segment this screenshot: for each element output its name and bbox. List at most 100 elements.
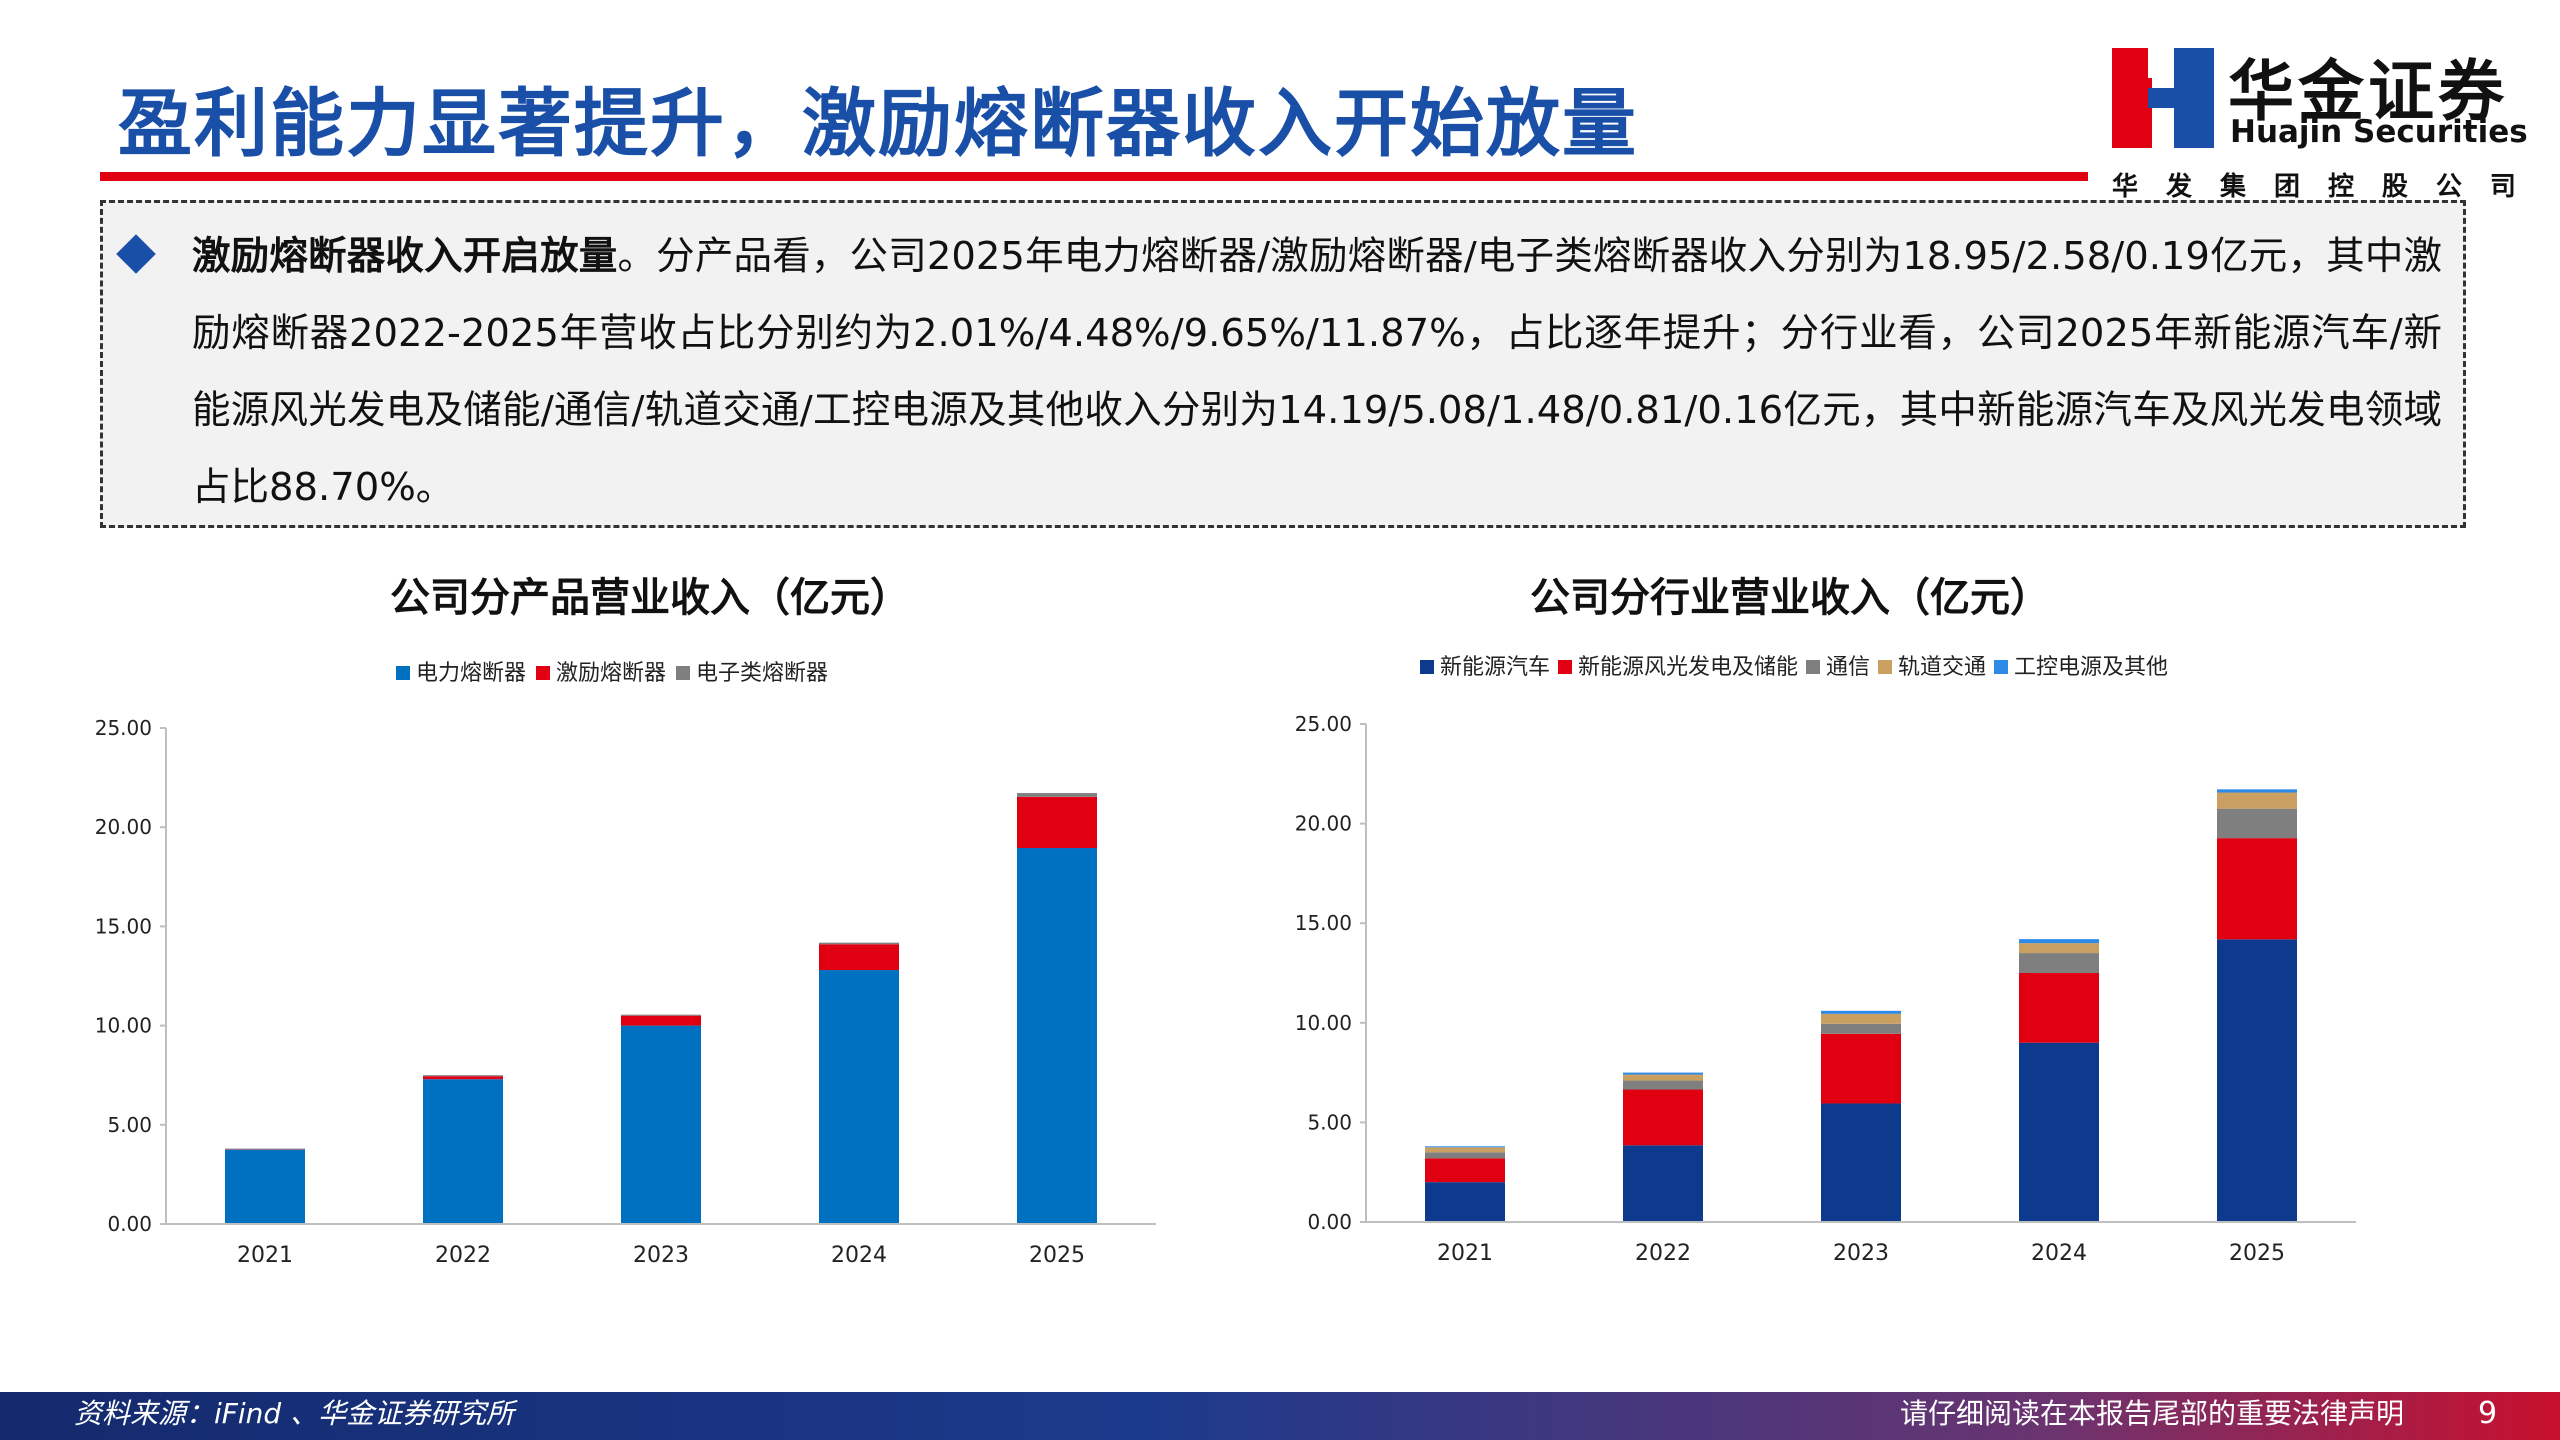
bar-segment bbox=[2019, 943, 2099, 954]
bar-segment bbox=[2217, 789, 2297, 793]
disclaimer-note: 请仔细阅读在本报告尾部的重要法律声明 bbox=[1900, 1397, 2405, 1430]
bar-segment bbox=[2019, 1042, 2099, 1222]
summary-callout bbox=[100, 200, 2466, 528]
legend-swatch bbox=[1806, 660, 1820, 674]
logo-group-char: 发 bbox=[2165, 172, 2192, 202]
bar-segment bbox=[2217, 792, 2297, 809]
y-tick-label: 20.00 bbox=[95, 815, 152, 839]
bar-segment bbox=[1017, 848, 1097, 1224]
bar-segment bbox=[1425, 1147, 1505, 1153]
logo-name-en: Huajin Securities bbox=[2230, 114, 2528, 150]
bar-segment bbox=[621, 1015, 701, 1026]
bar-segment bbox=[423, 1079, 503, 1224]
legend-label: 工控电源及其他 bbox=[2014, 655, 2168, 680]
bar-segment bbox=[1425, 1158, 1505, 1183]
logo-group-char: 团 bbox=[2273, 172, 2300, 202]
bar-segment bbox=[2019, 939, 2099, 944]
legend-label: 轨道交通 bbox=[1898, 655, 1986, 680]
x-tick-label: 2022 bbox=[435, 1243, 491, 1268]
bar-segment bbox=[819, 942, 899, 945]
legend-swatch bbox=[1878, 660, 1892, 674]
source-note: 资料来源：iFind 、华金证券研究所 bbox=[74, 1397, 515, 1430]
y-tick-label: 0.00 bbox=[107, 1212, 152, 1236]
bar-segment bbox=[2019, 953, 2099, 973]
y-tick-label: 10.00 bbox=[1295, 1011, 1352, 1035]
bar-segment bbox=[1821, 1013, 1901, 1024]
bar-segment bbox=[1623, 1074, 1703, 1081]
legend-label: 电子类熔断器 bbox=[696, 661, 828, 686]
bar-segment bbox=[819, 944, 899, 971]
logo-group-char: 集 bbox=[2219, 172, 2246, 202]
y-tick-label: 0.00 bbox=[1307, 1210, 1352, 1234]
bar-segment bbox=[1821, 1023, 1901, 1034]
bar-segment bbox=[621, 1014, 701, 1016]
bar-segment bbox=[423, 1075, 503, 1077]
legend-swatch bbox=[396, 666, 410, 680]
bar-segment bbox=[1623, 1145, 1703, 1222]
x-tick-label: 2021 bbox=[1437, 1241, 1493, 1266]
logo-name-cn: 华金证券 bbox=[2228, 53, 2508, 130]
y-tick-label: 10.00 bbox=[95, 1014, 152, 1038]
logo-group-char: 司 bbox=[2489, 172, 2516, 202]
legend-swatch bbox=[676, 666, 690, 680]
x-tick-label: 2024 bbox=[831, 1243, 887, 1268]
legend-swatch bbox=[1994, 660, 2008, 674]
huajin-logo-icon bbox=[2112, 48, 2214, 148]
x-tick-label: 2025 bbox=[2229, 1241, 2285, 1266]
y-tick-label: 15.00 bbox=[1295, 911, 1352, 935]
x-tick-label: 2023 bbox=[1833, 1241, 1889, 1266]
legend-label: 通信 bbox=[1826, 655, 1870, 680]
bar-segment bbox=[819, 970, 899, 1224]
product-chart-title: 公司分产品营业收入（亿元） bbox=[390, 575, 910, 621]
bar-segment bbox=[2217, 808, 2297, 839]
bar-segment bbox=[1425, 1152, 1505, 1159]
bar-segment bbox=[2019, 973, 2099, 1043]
bar-segment bbox=[2217, 838, 2297, 940]
industry-revenue-chart: 新能源汽车 新能源风光发电及储能 通信 轨道交通 工控电源及其他 0.00 5.00 10.0… bbox=[1295, 655, 2356, 1266]
x-tick-label: 2024 bbox=[2031, 1241, 2087, 1266]
y-tick-label: 5.00 bbox=[107, 1113, 152, 1137]
bar-segment bbox=[1623, 1089, 1703, 1146]
x-tick-label: 2021 bbox=[237, 1243, 293, 1268]
y-tick-label: 20.00 bbox=[1295, 812, 1352, 836]
bar-segment bbox=[1425, 1182, 1505, 1222]
industry-chart-title: 公司分行业营业收入（亿元） bbox=[1530, 575, 2050, 621]
bar-segment bbox=[1821, 1103, 1901, 1222]
bar-segment bbox=[1623, 1080, 1703, 1090]
x-tick-label: 2025 bbox=[1029, 1243, 1085, 1268]
bar-segment bbox=[2217, 939, 2297, 1222]
bar-segment bbox=[1821, 1010, 1901, 1014]
logo-group-char: 华 bbox=[2112, 172, 2139, 202]
bar-segment bbox=[423, 1076, 503, 1080]
legend-label: 新能源汽车 bbox=[1440, 655, 1550, 680]
page-number: 9 bbox=[2478, 1396, 2498, 1431]
logo-group-name: 华 发 集 团 控 股 公 司 bbox=[2112, 166, 2516, 203]
y-tick-label: 25.00 bbox=[1295, 712, 1352, 736]
y-tick-label: 15.00 bbox=[95, 914, 152, 938]
logo-group-char: 公 bbox=[2435, 172, 2462, 202]
legend-swatch bbox=[1420, 660, 1434, 674]
x-tick-label: 2023 bbox=[633, 1243, 689, 1268]
y-tick-label: 5.00 bbox=[1307, 1110, 1352, 1134]
bar-segment bbox=[1017, 793, 1097, 797]
summary-text: 激励熔断器收入开启放量。分产品看，公司2025年电力熔断器/激励熔断器/电子类熔… bbox=[192, 218, 2442, 526]
legend-swatch bbox=[536, 666, 550, 680]
bar-segment bbox=[1623, 1072, 1703, 1075]
y-tick-label: 25.00 bbox=[95, 716, 152, 740]
product-revenue-chart: 电力熔断器 激励熔断器 电子类熔断器 0.00 5.00 10.00 15.00 20.00 2… bbox=[95, 661, 1156, 1268]
bar-segment bbox=[1821, 1033, 1901, 1104]
footer-bar bbox=[0, 1392, 2560, 1440]
title-divider bbox=[100, 172, 2088, 181]
bar-segment bbox=[225, 1148, 305, 1150]
page-title: 盈利能力显著提升，激励熔断器收入开始放量 bbox=[118, 81, 1638, 167]
bar-segment bbox=[621, 1025, 701, 1224]
bar-segment bbox=[1425, 1146, 1505, 1148]
bar-segment bbox=[1017, 796, 1097, 849]
summary-body: 。分产品看，公司2025年电力熔断器/激励熔断器/电子类熔断器收入分别为18.9… bbox=[192, 234, 2442, 510]
x-tick-label: 2022 bbox=[1635, 1241, 1691, 1266]
summary-lead: 激励熔断器收入开启放量 bbox=[192, 234, 618, 279]
logo-group-char: 股 bbox=[2381, 172, 2408, 202]
logo-group-char: 控 bbox=[2327, 172, 2354, 202]
legend-swatch bbox=[1558, 660, 1572, 674]
legend-label: 电力熔断器 bbox=[416, 661, 526, 686]
